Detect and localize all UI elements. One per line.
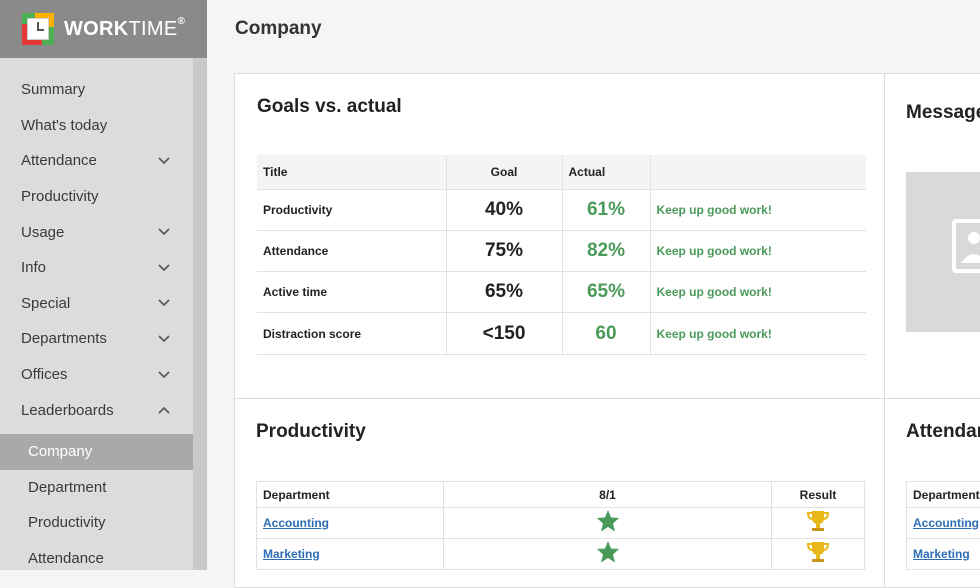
messages-panel: Messages (884, 73, 980, 399)
sidebar-subitem-label: Department (28, 479, 106, 496)
goal-value: <150 (446, 313, 562, 354)
sidebar-subitem-productivity[interactable]: Productivity (0, 505, 193, 541)
goal-note: Keep up good work! (650, 272, 866, 313)
goal-title: Attendance (257, 230, 446, 271)
sidebar: WORKTIME® Summary What's today Attendanc… (0, 0, 207, 570)
chevron-down-icon (157, 368, 171, 382)
sidebar-item-label: Attendance (21, 152, 97, 169)
table-row: Accounting (257, 508, 865, 539)
page-title: Company (235, 18, 322, 40)
column-header-department: Department (257, 482, 444, 508)
goal-value: 65% (446, 272, 562, 313)
department-link[interactable]: Accounting (263, 516, 329, 530)
trophy-icon (805, 551, 831, 568)
sidebar-item-attendance[interactable]: Attendance (0, 143, 193, 179)
trophy-icon (805, 520, 831, 537)
column-header-title: Title (257, 155, 446, 189)
table-row: Attendance 75% 82% Keep up good work! (257, 230, 866, 271)
image-placeholder-icon (952, 219, 980, 273)
sidebar-subitem-label: Company (28, 443, 92, 460)
goal-note: Keep up good work! (650, 189, 866, 230)
column-header-note (650, 155, 866, 189)
department-link[interactable]: Marketing (913, 547, 970, 561)
goal-value: 75% (446, 230, 562, 271)
goals-panel: Goals vs. actual Title Goal Actual Produ… (234, 73, 885, 399)
department-link[interactable]: Accounting (913, 516, 979, 530)
sidebar-item-label: Leaderboards (21, 402, 114, 419)
sidebar-subitem-attendance[interactable]: Attendance (0, 541, 193, 577)
goals-title: Goals vs. actual (257, 96, 402, 118)
message-image-placeholder (906, 172, 980, 332)
sidebar-item-label: Offices (21, 366, 67, 383)
sidebar-item-departments[interactable]: Departments (0, 321, 193, 357)
goal-value: 40% (446, 189, 562, 230)
column-header-result: Result (772, 482, 865, 508)
sidebar-item-label: What's today (21, 117, 107, 134)
brand-header[interactable]: WORKTIME® (0, 0, 207, 58)
sidebar-item-summary[interactable]: Summary (0, 72, 193, 108)
attendance-title: Attendance (906, 421, 980, 443)
actual-value: 65% (562, 272, 650, 313)
sidebar-item-special[interactable]: Special (0, 286, 193, 322)
sidebar-subitem-label: Attendance (28, 550, 104, 567)
sidebar-item-label: Usage (21, 224, 64, 241)
worktime-logo-icon (22, 13, 54, 45)
sidebar-item-whats-today[interactable]: What's today (0, 108, 193, 144)
sidebar-item-label: Productivity (21, 188, 99, 205)
sidebar-subitem-department[interactable]: Department (0, 470, 193, 506)
table-row: Marketing (907, 539, 980, 570)
sidebar-item-offices[interactable]: Offices (0, 357, 193, 393)
goal-title: Active time (257, 272, 446, 313)
attendance-panel: Attendance Department Accounting Marketi… (884, 398, 980, 588)
chevron-down-icon (157, 154, 171, 168)
attendance-table: Department Accounting Marketing (906, 481, 980, 570)
sidebar-subitem-company[interactable]: Company (0, 434, 193, 470)
column-header-department: Department (907, 482, 980, 508)
goal-note: Keep up good work! (650, 230, 866, 271)
column-header-date: 8/1 (444, 482, 772, 508)
messages-title: Messages (906, 102, 980, 124)
sidebar-item-info[interactable]: Info (0, 250, 193, 286)
star-icon (596, 519, 620, 536)
table-row: Distraction score <150 60 Keep up good w… (257, 313, 866, 354)
table-row: Productivity 40% 61% Keep up good work! (257, 189, 866, 230)
actual-value: 61% (562, 189, 650, 230)
productivity-table: Department 8/1 Result Accounting Marketi… (256, 481, 865, 570)
table-row: Marketing (257, 539, 865, 570)
table-row: Active time 65% 65% Keep up good work! (257, 272, 866, 313)
sidebar-item-label: Info (21, 259, 46, 276)
sidebar-scrollbar[interactable] (193, 58, 207, 570)
goal-title: Productivity (257, 189, 446, 230)
sidebar-item-productivity[interactable]: Productivity (0, 179, 193, 215)
page-header: Company (207, 0, 980, 58)
sidebar-item-label: Special (21, 295, 70, 312)
actual-value: 82% (562, 230, 650, 271)
column-header-goal: Goal (446, 155, 562, 189)
goal-note: Keep up good work! (650, 313, 866, 354)
sidebar-subitem-label: Productivity (28, 514, 106, 531)
sidebar-item-usage[interactable]: Usage (0, 214, 193, 250)
chevron-down-icon (157, 261, 171, 275)
goals-table: Title Goal Actual Productivity 40% 61% K… (257, 155, 866, 355)
productivity-panel: Productivity Department 8/1 Result Accou… (234, 398, 885, 588)
chevron-down-icon (157, 332, 171, 346)
department-link[interactable]: Marketing (263, 547, 320, 561)
productivity-title: Productivity (256, 421, 366, 443)
table-row: Accounting (907, 508, 980, 539)
sidebar-item-leaderboards[interactable]: Leaderboards (0, 392, 193, 428)
actual-value: 60 (562, 313, 650, 354)
sidebar-item-label: Departments (21, 330, 107, 347)
sidebar-item-label: Summary (21, 81, 85, 98)
star-icon (596, 550, 620, 567)
sidebar-nav: Summary What's today Attendance Producti… (0, 58, 193, 576)
chevron-down-icon (157, 296, 171, 310)
chevron-down-icon (157, 225, 171, 239)
brand-name: WORKTIME® (64, 18, 185, 41)
column-header-actual: Actual (562, 155, 650, 189)
goal-title: Distraction score (257, 313, 446, 354)
chevron-up-icon (157, 403, 171, 417)
